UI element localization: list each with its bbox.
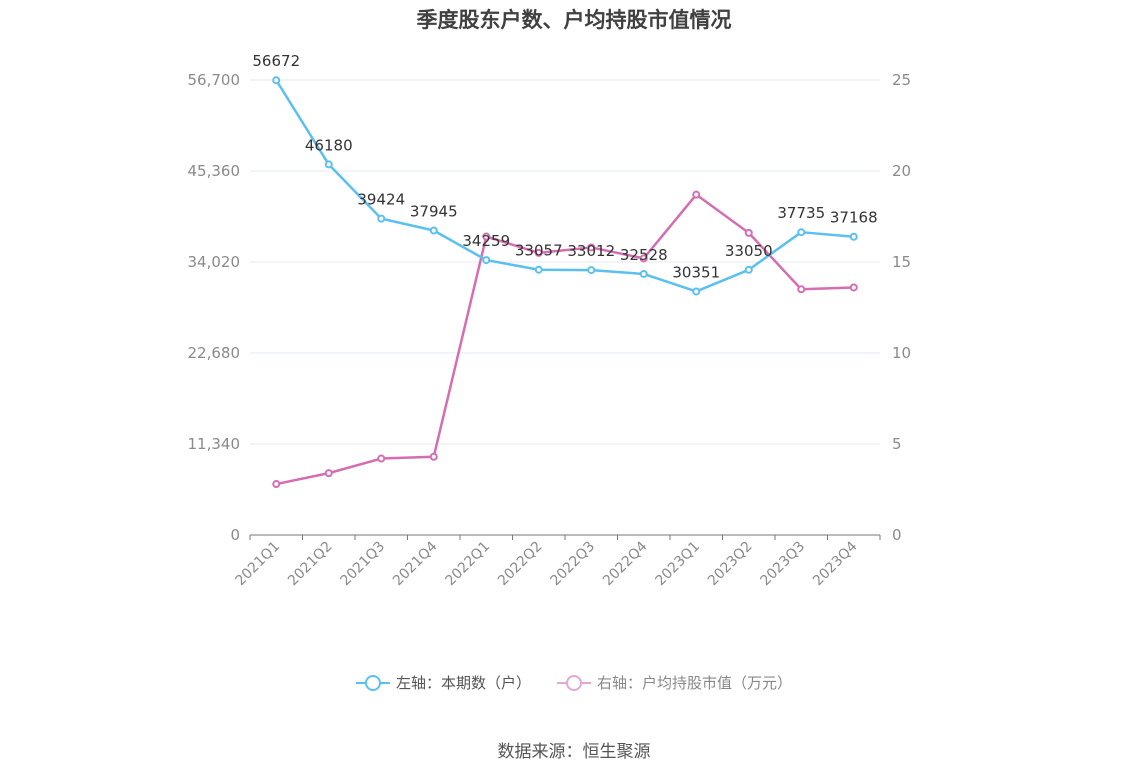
data-point-avg-value [482,232,491,241]
chart-title: 季度股东户数、户均持股市值情况 [416,8,732,32]
data-label-holders: 33012 [567,242,615,260]
data-point-avg-value [587,243,596,252]
data-point-holders [797,228,806,237]
right-axis-tick-label: 25 [892,71,911,89]
legend-label-avg-value: 右轴：户均持股市值（万元） [597,674,793,692]
series-line-holders [275,79,854,293]
right-axis-tick-label: 10 [892,344,911,362]
x-axis-tick-label: 2022Q2 [495,539,546,590]
chart-canvas: 0 0 11,340 5 22,680 10 34,020 15 45,360 20 56,700 2… [188,52,912,589]
x-axis-tick-label: 2021Q1 [232,539,283,590]
left-axis-tick-label: 0 [230,526,240,544]
data-label-holders: 34259 [462,232,510,250]
data-label-holders: 37735 [777,204,825,222]
left-axis-tick-label: 45,360 [188,162,241,180]
data-point-avg-value [849,283,858,292]
data-point-holders [587,266,596,275]
data-label-holders: 33050 [725,242,773,260]
right-axis-tick-label: 20 [892,162,911,180]
data-label-holders: 39424 [357,191,405,209]
data-point-holders [377,214,386,223]
legend-item-avg-value[interactable]: 右轴：户均持股市值（万元） [557,672,792,693]
legend-swatch-avg-value [557,674,591,691]
data-point-avg-value [377,454,386,463]
data-point-holders [692,287,701,296]
data-point-avg-value [797,285,806,294]
data-point-holders [324,160,333,169]
data-label-holders: 33057 [515,242,563,260]
right-axis-tick-label: 0 [892,526,902,544]
data-point-avg-value [692,190,701,199]
right-axis-tick-label: 5 [892,435,902,453]
data-label-holders: 37945 [410,203,458,221]
legend: 左轴：本期数（户） 右轴：户均持股市值（万元） [0,672,1148,693]
data-point-avg-value [744,228,753,237]
x-axis-tick-label: 2022Q3 [547,539,598,590]
left-axis-tick-label: 22,680 [188,344,241,362]
data-point-avg-value [324,469,333,478]
data-point-holders [744,265,753,274]
x-axis-tick-label: 2022Q4 [600,538,651,589]
x-axis-tick-label: 2023Q1 [652,539,703,590]
x-axis-tick-label: 2021Q3 [337,539,388,590]
x-axis-tick-label: 2023Q2 [705,539,756,590]
source-note: 数据来源：恒生聚源 [497,742,651,762]
grid-lines [250,79,880,445]
series-line-avg-value [275,193,854,486]
data-point-avg-value [534,248,543,257]
left-axis-tick-label: 56,700 [188,71,241,89]
data-point-holders [272,76,281,85]
data-point-avg-value [639,254,648,263]
legend-swatch-holders [355,674,390,691]
right-axis-tick-label: 15 [892,253,911,271]
left-axis-tick-label: 34,020 [188,253,241,271]
data-label-holders: 46180 [305,136,353,154]
series-layer [272,76,858,489]
data-point-avg-value [272,480,281,489]
data-label-holders: 30351 [672,263,720,281]
data-point-holders [639,269,648,278]
left-axis-tick-label: 11,340 [188,435,241,453]
data-point-holders [482,256,491,265]
x-axis-tick-label: 2022Q1 [442,539,493,590]
axes: 0 0 11,340 5 22,680 10 34,020 15 45,360 20 56,700 2… [188,71,912,589]
data-point-holders [534,265,543,274]
data-point-avg-value [429,452,438,461]
data-label-holders: 56672 [252,52,300,70]
x-axis-tick-label: 2021Q2 [285,539,336,590]
x-axis-tick-label: 2021Q4 [390,538,441,589]
legend-label-holders: 左轴：本期数（户） [395,674,531,692]
data-label-holders: 32528 [620,246,668,264]
data-label-holders: 37168 [830,209,878,227]
x-axis-tick-label: 2023Q3 [757,539,808,590]
legend-item-holders[interactable]: 左轴：本期数（户） [355,672,531,693]
data-point-holders [849,232,858,241]
data-point-holders [429,226,438,235]
x-axis-tick-label: 2023Q4 [810,538,861,589]
